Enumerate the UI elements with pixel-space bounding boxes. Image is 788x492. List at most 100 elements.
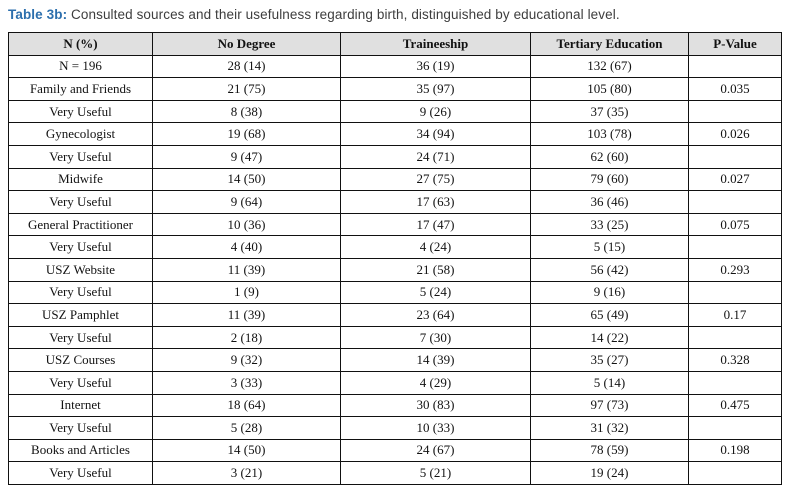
p-value-cell: 0.328 [688, 348, 782, 372]
p-value-cell [688, 370, 782, 395]
header-cell-tertiary-education: Tertiary Education [530, 32, 689, 56]
value-cell: 34 (94) [340, 122, 531, 146]
table-row: Family and Friends 21 (75) 35 (97) 105 (80)… [8, 77, 782, 101]
table-header: N (%) No Degree Traineeship Tertiary Edu… [8, 32, 782, 56]
p-value-cell: 0.293 [688, 257, 782, 282]
table-body: N = 196 28 (14) 36 (19) 132 (67) Family and … [8, 54, 782, 485]
row-label-cell: Very Useful [8, 325, 153, 350]
value-cell: 24 (67) [340, 438, 531, 463]
table-row: Very Useful 9 (64) 17 (63) 36 (46) [8, 190, 782, 214]
value-cell: 18 (64) [152, 393, 341, 418]
p-value-cell [688, 99, 782, 124]
value-cell: 4 (24) [340, 235, 531, 259]
p-value-cell [688, 235, 782, 259]
value-cell: 79 (60) [530, 167, 689, 192]
value-cell: 7 (30) [340, 325, 531, 350]
value-cell: 14 (50) [152, 438, 341, 463]
value-cell: 4 (40) [152, 235, 341, 259]
row-label-cell: Very Useful [8, 370, 153, 395]
table-row: Very Useful 8 (38) 9 (26) 37 (35) [8, 99, 782, 124]
p-value-cell [688, 280, 782, 305]
value-cell: 24 (71) [340, 144, 531, 169]
value-cell: 3 (33) [152, 370, 341, 395]
p-value-cell: 0.075 [688, 212, 782, 237]
value-cell: 21 (75) [152, 77, 341, 101]
table-caption-text: Consulted sources and their usefulness r… [67, 7, 620, 22]
header-cell-n-percent: N (%) [8, 32, 153, 56]
table-row: Very Useful 1 (9) 5 (24) 9 (16) [8, 280, 782, 305]
table-caption: Table 3b: Consulted sources and their us… [8, 6, 781, 23]
row-label-cell: Very Useful [8, 461, 153, 485]
row-label-cell: USZ Website [8, 257, 153, 282]
row-label-cell: Midwife [8, 167, 153, 192]
table-row: Very Useful 5 (28) 10 (33) 31 (32) [8, 416, 782, 440]
row-label-cell: USZ Courses [8, 348, 153, 372]
value-cell: 36 (19) [340, 54, 531, 79]
value-cell: 65 (49) [530, 303, 689, 327]
header-cell-p-value: P-Value [688, 32, 782, 56]
row-label-cell: Internet [8, 393, 153, 418]
value-cell: 33 (25) [530, 212, 689, 237]
table-row: USZ Pamphlet 11 (39) 23 (64) 65 (49) 0.17 [8, 303, 782, 327]
value-cell: 10 (36) [152, 212, 341, 237]
header-cell-traineeship: Traineeship [340, 32, 531, 56]
row-label-cell: Very Useful [8, 99, 153, 124]
value-cell: 4 (29) [340, 370, 531, 395]
value-cell: 5 (14) [530, 370, 689, 395]
row-label-cell: Gynecologist [8, 122, 153, 146]
header-cell-no-degree: No Degree [152, 32, 341, 56]
value-cell: 11 (39) [152, 257, 341, 282]
value-cell: 11 (39) [152, 303, 341, 327]
table-row: General Practitioner 10 (36) 17 (47) 33 (25… [8, 212, 782, 237]
value-cell: 132 (67) [530, 54, 689, 79]
value-cell: 37 (35) [530, 99, 689, 124]
value-cell: 14 (22) [530, 325, 689, 350]
row-label-cell: General Practitioner [8, 212, 153, 237]
value-cell: 56 (42) [530, 257, 689, 282]
table-row: USZ Courses 9 (32) 14 (39) 35 (27) 0.328 [8, 348, 782, 372]
row-label-cell: Very Useful [8, 190, 153, 214]
value-cell: 5 (24) [340, 280, 531, 305]
value-cell: 28 (14) [152, 54, 341, 79]
row-label-cell: Books and Articles [8, 438, 153, 463]
row-label-cell: Very Useful [8, 280, 153, 305]
row-label-cell: Very Useful [8, 144, 153, 169]
value-cell: 78 (59) [530, 438, 689, 463]
value-cell: 3 (21) [152, 461, 341, 485]
p-value-cell: 0.027 [688, 167, 782, 192]
row-label-cell: USZ Pamphlet [8, 303, 153, 327]
p-value-cell [688, 144, 782, 169]
p-value-cell: 0.035 [688, 77, 782, 101]
value-cell: 19 (68) [152, 122, 341, 146]
value-cell: 9 (47) [152, 144, 341, 169]
value-cell: 21 (58) [340, 257, 531, 282]
value-cell: 14 (50) [152, 167, 341, 192]
table-row: Very Useful 3 (21) 5 (21) 19 (24) [8, 461, 782, 485]
value-cell: 9 (16) [530, 280, 689, 305]
value-cell: 5 (28) [152, 416, 341, 440]
value-cell: 1 (9) [152, 280, 341, 305]
row-label-cell: Family and Friends [8, 77, 153, 101]
p-value-cell [688, 54, 782, 79]
row-label-cell: N = 196 [8, 54, 153, 79]
value-cell: 31 (32) [530, 416, 689, 440]
table-row: Very Useful 2 (18) 7 (30) 14 (22) [8, 325, 782, 350]
value-cell: 14 (39) [340, 348, 531, 372]
p-value-cell [688, 190, 782, 214]
p-value-cell [688, 416, 782, 440]
table-row: USZ Website 11 (39) 21 (58) 56 (42) 0.293 [8, 257, 782, 282]
value-cell: 17 (47) [340, 212, 531, 237]
value-cell: 8 (38) [152, 99, 341, 124]
p-value-cell [688, 325, 782, 350]
value-cell: 62 (60) [530, 144, 689, 169]
row-label-cell: Very Useful [8, 235, 153, 259]
value-cell: 103 (78) [530, 122, 689, 146]
value-cell: 19 (24) [530, 461, 689, 485]
value-cell: 5 (21) [340, 461, 531, 485]
row-label-cell: Very Useful [8, 416, 153, 440]
value-cell: 9 (64) [152, 190, 341, 214]
table-row: Internet 18 (64) 30 (83) 97 (73) 0.475 [8, 393, 782, 418]
value-cell: 9 (26) [340, 99, 531, 124]
value-cell: 17 (63) [340, 190, 531, 214]
